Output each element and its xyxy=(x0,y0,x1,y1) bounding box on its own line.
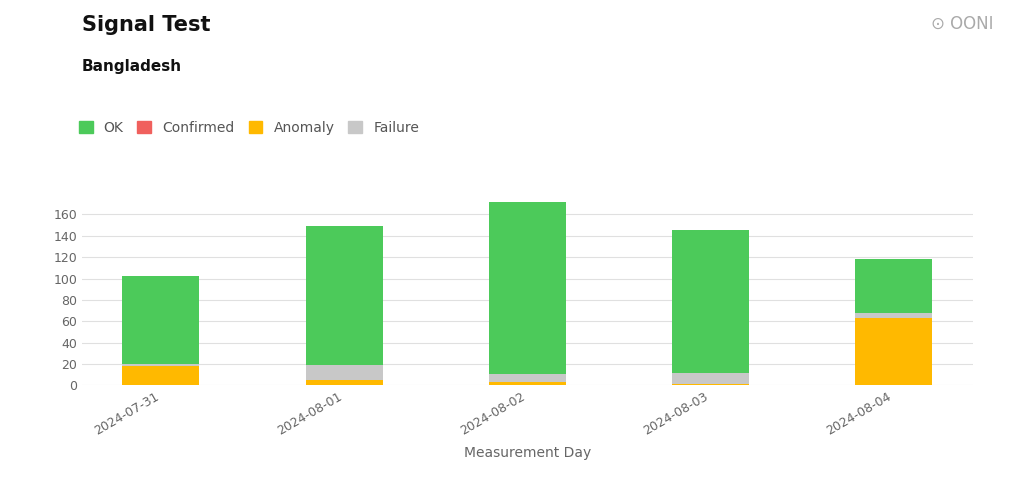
Bar xyxy=(123,364,200,366)
Text: Signal Test: Signal Test xyxy=(82,15,210,35)
Bar xyxy=(305,380,383,385)
Bar xyxy=(672,372,750,384)
Bar xyxy=(123,366,200,385)
Bar xyxy=(855,313,932,318)
Bar xyxy=(488,202,566,373)
Bar xyxy=(123,276,200,364)
X-axis label: Measurement Day: Measurement Day xyxy=(464,446,591,460)
Bar xyxy=(305,226,383,365)
Text: ⊙ OONI: ⊙ OONI xyxy=(931,15,993,33)
Bar xyxy=(855,318,932,385)
Bar xyxy=(488,373,566,382)
Bar xyxy=(672,384,750,385)
Bar xyxy=(855,259,932,313)
Bar xyxy=(488,382,566,385)
Bar xyxy=(305,365,383,380)
Legend: OK, Confirmed, Anomaly, Failure: OK, Confirmed, Anomaly, Failure xyxy=(79,121,419,134)
Text: Bangladesh: Bangladesh xyxy=(82,59,182,74)
Bar xyxy=(672,230,750,372)
